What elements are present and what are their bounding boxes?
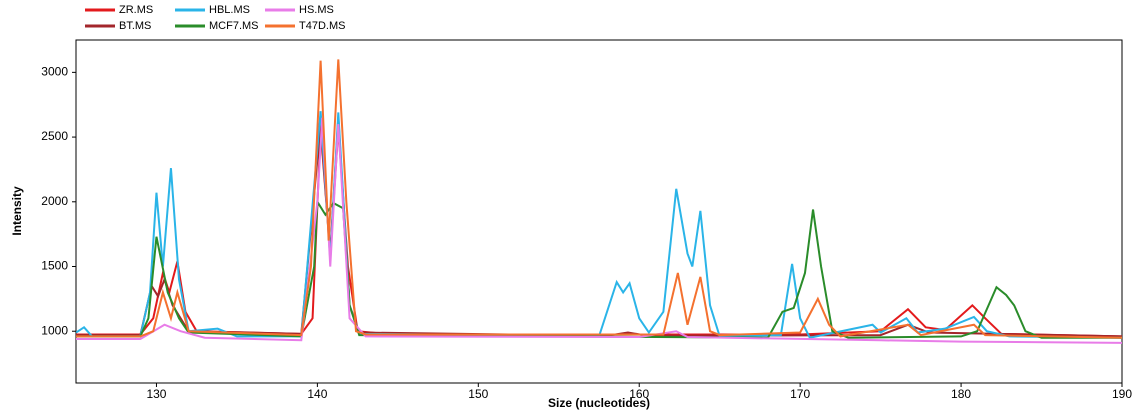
x-axis-title: Size (nucleotides) [548, 396, 650, 410]
x-tick-label: 180 [951, 387, 971, 401]
legend-label: HBL.MS [209, 4, 250, 16]
y-tick-label: 1000 [41, 323, 68, 337]
legend-label: BT.MS [119, 20, 151, 32]
legend-label: T47D.MS [299, 20, 345, 32]
x-tick-label: 190 [1112, 387, 1132, 401]
series-line [76, 111, 1122, 339]
y-tick-label: 2500 [41, 129, 68, 143]
legend-label: ZR.MS [119, 4, 153, 16]
y-tick-label: 3000 [41, 65, 68, 79]
series-line [76, 127, 1122, 338]
x-tick-label: 130 [146, 387, 166, 401]
series-line [76, 117, 1122, 344]
series-line [76, 117, 1122, 338]
x-tick-label: 150 [468, 387, 488, 401]
y-tick-label: 2000 [41, 194, 68, 208]
x-tick-label: 140 [307, 387, 327, 401]
series-line [76, 198, 1122, 339]
legend-label: HS.MS [299, 4, 334, 16]
y-axis-title: Intensity [10, 186, 24, 236]
x-tick-label: 160 [629, 387, 649, 401]
series-line [76, 59, 1122, 339]
x-tick-label: 170 [790, 387, 810, 401]
y-tick-label: 1500 [41, 259, 68, 273]
legend-label: MCF7.MS [209, 20, 259, 32]
legend: ZR.MS BT.MS HBL.MS MCF7.MS HS.MS T47D.MS [85, 4, 345, 32]
plot-frame [75, 39, 1123, 384]
